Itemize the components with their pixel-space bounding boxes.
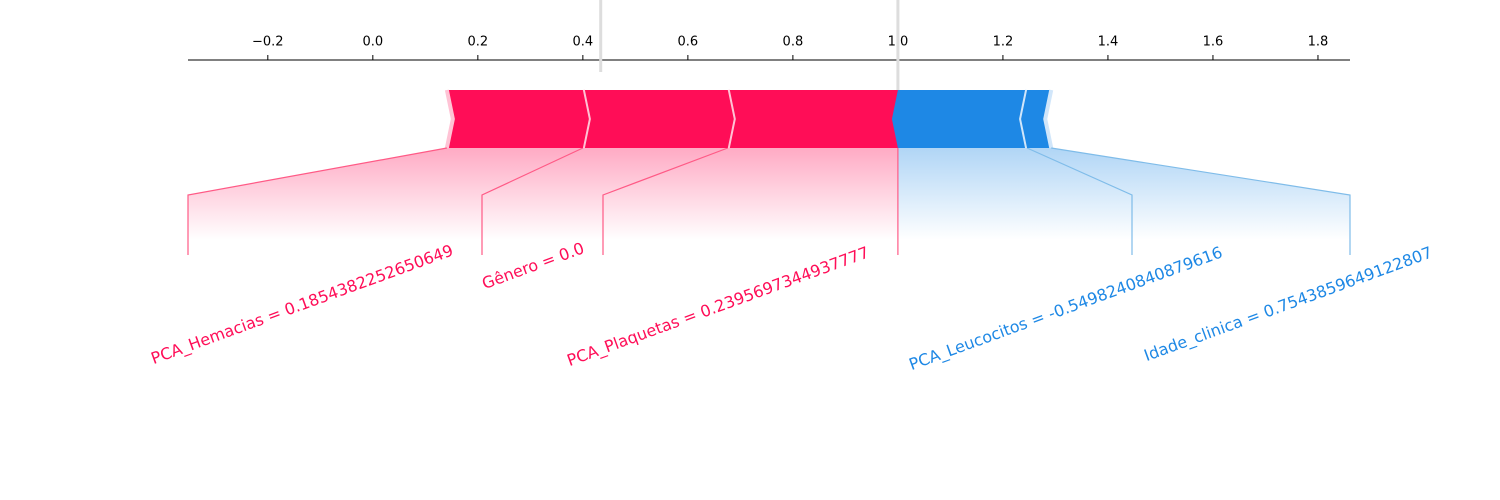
x-tick-label: 0.8 [783,35,804,50]
x-tick-label: −0.2 [252,35,284,50]
feature-label: PCA_Leucocitos = -0.5498240840879616 [906,243,1225,375]
feature-label: PCA_Hemacias = 0.1854382252650649 [148,241,456,369]
feature-label: Gênero = 0.0 [479,238,586,293]
x-tick-label: 1.6 [1203,35,1224,50]
x-tick-label: 1.8 [1308,35,1329,50]
negative-segment [891,90,1028,148]
x-tick-label: 0.2 [467,35,488,50]
label-connector [187,147,447,255]
x-tick-label: 0.6 [678,35,699,50]
feature-label: PCA_Plaquetas = 0.2395697344937777 [564,243,871,371]
positive-segment [446,90,589,148]
x-tick-label: 0.0 [362,35,383,50]
output-value-label: 1.00 [873,0,922,5]
positive-segment [582,90,734,148]
x-tick-label: 0.4 [573,35,594,50]
negative-segment [1021,90,1052,148]
positive-fade [188,148,898,240]
negative-fade [897,148,1350,240]
segment-separator [444,89,455,149]
segment-separator [1043,89,1054,149]
label-connector [481,147,584,255]
label-connector [1026,147,1133,255]
label-connector [1051,147,1351,255]
x-tick-label: 1.2 [993,35,1014,50]
label-connector [602,147,728,255]
x-tick-label: 1.4 [1098,35,1119,50]
positive-segment [727,90,904,148]
